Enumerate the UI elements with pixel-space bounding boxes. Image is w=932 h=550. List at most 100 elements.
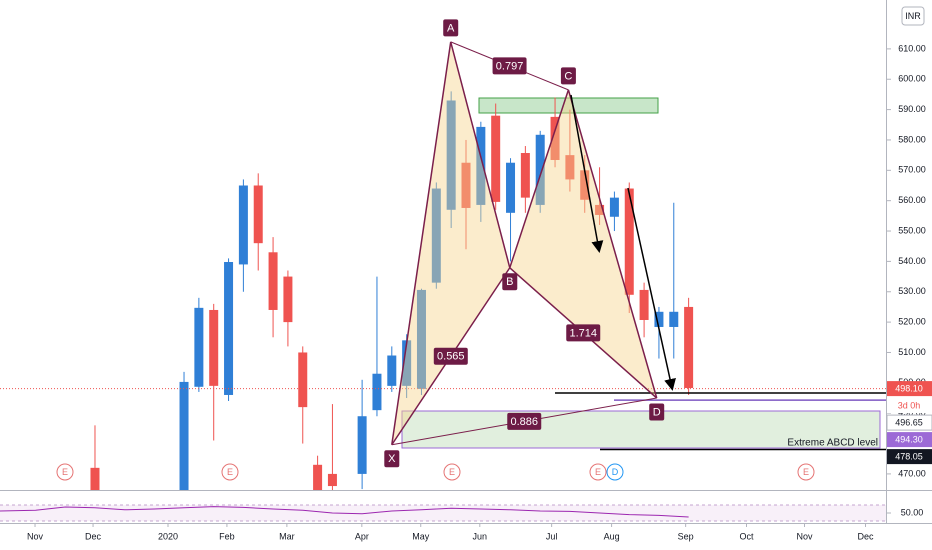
y-tick-label: 570.00 — [898, 165, 926, 175]
x-tick-label: May — [412, 531, 430, 541]
pattern-point-label-box — [649, 403, 665, 421]
pattern-ratio: 0.886 — [510, 416, 538, 428]
pattern-ratio: 1.714 — [569, 327, 597, 339]
candle-body — [416, 289, 426, 389]
event-marker[interactable] — [589, 463, 607, 481]
pattern-point-label: A — [447, 22, 455, 34]
candle-body — [194, 307, 204, 387]
pattern-point-label: X — [388, 453, 396, 465]
candle-body — [253, 185, 263, 244]
pattern-point-label-box — [384, 450, 400, 468]
main-pane — [0, 91, 886, 490]
pattern-ratio-box — [433, 347, 468, 365]
event-marker[interactable] — [56, 463, 74, 481]
pattern-point-label: D — [653, 406, 661, 418]
pattern-leg — [391, 41, 452, 445]
candle-body — [639, 289, 649, 320]
pattern-ratio-box — [492, 57, 527, 75]
y-tick-label: 540.00 — [898, 256, 926, 266]
events: E E E E D E — [56, 463, 815, 481]
pattern-ratio: 0.565 — [437, 351, 465, 363]
candle-body — [179, 381, 189, 490]
pattern-point-label: B — [506, 276, 513, 288]
pattern-point-label-box — [560, 67, 576, 85]
candle-body — [595, 204, 605, 215]
pattern-leg — [567, 89, 658, 399]
y-tick-label: 550.00 — [898, 225, 926, 235]
candle-body — [224, 262, 234, 395]
candle-body — [313, 464, 323, 490]
pattern-ratio: 0.797 — [496, 60, 524, 72]
candle-body — [535, 134, 545, 205]
event-marker[interactable] — [606, 463, 624, 481]
candle-body — [609, 197, 619, 217]
candle-body — [283, 276, 293, 323]
arrow — [627, 187, 676, 391]
candle-body — [669, 311, 679, 327]
y-tick-label: 610.00 — [898, 43, 926, 53]
candle-body — [431, 188, 441, 283]
candle-body — [520, 153, 530, 198]
zone-label: Extreme ABCD level — [787, 438, 878, 449]
candle-body — [90, 467, 100, 490]
event-label: E — [227, 467, 233, 477]
candle-body — [209, 309, 219, 386]
y-tick-label: 560.00 — [898, 195, 926, 205]
y-tick-label: 510.00 — [898, 347, 926, 357]
candle-body — [298, 352, 308, 408]
event-label: E — [449, 467, 455, 477]
currency-box[interactable] — [901, 6, 925, 26]
event-marker[interactable] — [221, 463, 239, 481]
event-marker[interactable] — [443, 463, 461, 481]
pattern-point-label-box — [443, 19, 459, 37]
price-label: 496.65 — [895, 417, 923, 427]
rsi-pane — [0, 504, 886, 522]
candle-body — [565, 155, 575, 180]
price-label-box — [886, 414, 932, 431]
rsi-band — [0, 505, 886, 521]
candle-body — [491, 115, 501, 202]
pattern-ratio-box — [566, 324, 601, 342]
x-tick-label: Jun — [473, 531, 488, 541]
event-marker[interactable] — [797, 463, 815, 481]
candle-body — [387, 355, 397, 386]
x-tick-label: Sep — [678, 531, 694, 541]
pattern-ratio-box — [507, 412, 542, 430]
y-tick-label: 530.00 — [898, 286, 926, 296]
x-tick-label: 2020 — [158, 531, 178, 541]
pattern-point-label: C — [564, 70, 572, 82]
y-tick-label: 470.00 — [898, 468, 926, 478]
x-tick-label: Oct — [739, 531, 754, 541]
y-tick-label: 590.00 — [898, 104, 926, 114]
x-tick-label: Aug — [604, 531, 620, 541]
rsi-line — [0, 506, 689, 518]
prz-zone — [401, 410, 881, 449]
pattern-point-label-box — [502, 273, 518, 291]
countdown: 3d 0h — [898, 400, 921, 410]
y-tick-label: 600.00 — [898, 74, 926, 84]
rsi-tick-label: 50.00 — [901, 507, 924, 517]
pattern-leg — [449, 41, 511, 268]
candle-body — [580, 170, 590, 200]
countdown-box — [887, 398, 932, 414]
pattern-fill — [509, 89, 657, 399]
y-tick-label: 580.00 — [898, 134, 926, 144]
x-tick-label: Dec — [85, 531, 102, 541]
candle-body — [461, 162, 471, 208]
candle-body — [684, 306, 694, 388]
candle-body — [446, 100, 456, 210]
arrow — [570, 94, 604, 253]
event-label: D — [612, 467, 619, 477]
candle-body — [372, 373, 382, 411]
pattern-leg — [509, 89, 570, 269]
price-label: 478.05 — [895, 451, 923, 461]
candle-body — [476, 126, 486, 205]
price-label-box — [887, 432, 932, 448]
x-tick-label: Nov — [27, 531, 44, 541]
overlay: Extreme ABCD level X A B C D 0.797 0.565 1.714 0.… — [384, 19, 878, 468]
event-label: E — [803, 467, 809, 477]
candle-body — [506, 162, 516, 213]
price-label: 498.10 — [895, 383, 923, 393]
